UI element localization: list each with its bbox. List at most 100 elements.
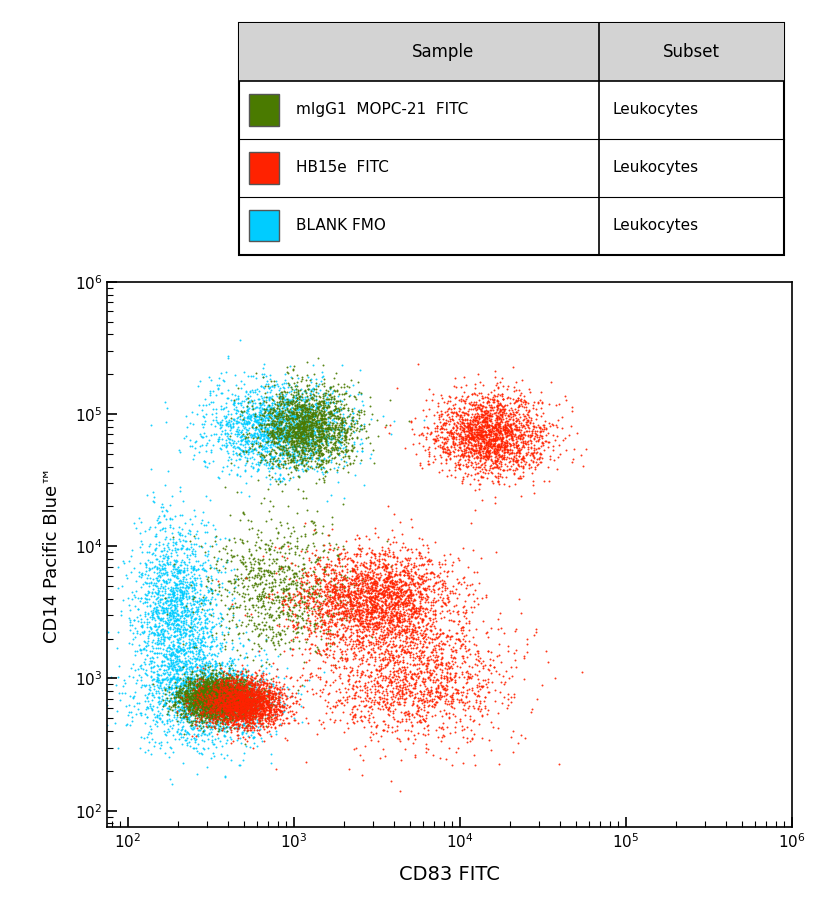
Point (236, 427, 249, 442)
Point (310, 419, 323, 434)
Point (463, 423, 476, 437)
Point (266, 394, 280, 408)
Point (226, 694, 239, 709)
Point (473, 444, 486, 458)
Point (234, 484, 248, 499)
Point (197, 694, 210, 708)
Point (444, 414, 457, 428)
Point (209, 714, 222, 728)
Point (153, 537, 166, 552)
Point (236, 704, 249, 718)
Point (169, 684, 182, 699)
Point (421, 683, 434, 697)
Point (208, 684, 221, 698)
Point (474, 425, 488, 440)
Point (249, 702, 262, 716)
Point (197, 697, 210, 712)
Point (219, 681, 233, 695)
Point (495, 444, 508, 458)
Point (491, 422, 504, 436)
Point (236, 710, 249, 724)
Point (263, 447, 276, 462)
Point (438, 610, 451, 624)
Point (299, 411, 312, 425)
Point (439, 686, 452, 701)
Point (262, 565, 275, 580)
Point (220, 671, 233, 685)
Point (357, 642, 370, 656)
Point (298, 419, 311, 434)
Point (179, 709, 192, 724)
Point (261, 694, 274, 708)
Point (434, 559, 447, 574)
Point (224, 686, 238, 701)
Point (377, 573, 390, 587)
Point (164, 556, 177, 571)
Point (241, 416, 254, 431)
Point (332, 434, 346, 448)
Point (276, 439, 289, 454)
Point (233, 702, 246, 716)
Point (257, 694, 270, 708)
Point (293, 402, 306, 416)
Point (224, 722, 237, 736)
Point (278, 624, 291, 638)
Point (291, 384, 304, 398)
Point (208, 708, 221, 723)
Point (223, 684, 236, 699)
Point (395, 564, 408, 578)
Point (358, 578, 371, 593)
Point (200, 690, 214, 704)
Point (148, 613, 162, 627)
Point (404, 593, 417, 607)
Point (463, 449, 476, 464)
Point (239, 684, 252, 699)
Point (189, 696, 202, 711)
Point (161, 590, 174, 604)
Point (177, 655, 190, 670)
Point (237, 685, 250, 700)
Point (428, 433, 441, 447)
Point (194, 712, 207, 726)
Point (248, 709, 261, 724)
Point (252, 685, 265, 700)
Point (208, 674, 221, 688)
Point (218, 671, 231, 685)
Point (316, 405, 329, 420)
Point (478, 420, 491, 435)
Point (142, 626, 155, 641)
Point (263, 622, 276, 636)
Point (349, 549, 362, 564)
Point (421, 602, 434, 616)
Point (207, 634, 220, 649)
Point (353, 558, 366, 573)
Point (166, 776, 179, 791)
Point (258, 690, 271, 704)
Point (319, 588, 332, 603)
Point (330, 422, 343, 436)
Point (163, 718, 177, 733)
Point (167, 565, 181, 580)
Point (203, 694, 216, 708)
Point (469, 422, 483, 436)
Point (256, 413, 269, 427)
Point (476, 391, 489, 405)
Point (181, 670, 194, 684)
Point (474, 436, 488, 451)
Point (395, 683, 408, 697)
Point (234, 700, 248, 714)
Point (201, 694, 214, 708)
Point (403, 589, 416, 604)
Point (162, 667, 175, 682)
Point (225, 694, 238, 709)
Point (209, 692, 222, 706)
Point (394, 587, 408, 602)
Point (356, 541, 369, 555)
Point (313, 446, 326, 461)
Point (360, 604, 373, 618)
Point (224, 705, 237, 720)
Point (309, 518, 322, 533)
Point (167, 703, 180, 717)
Point (287, 632, 300, 646)
Point (448, 635, 461, 650)
